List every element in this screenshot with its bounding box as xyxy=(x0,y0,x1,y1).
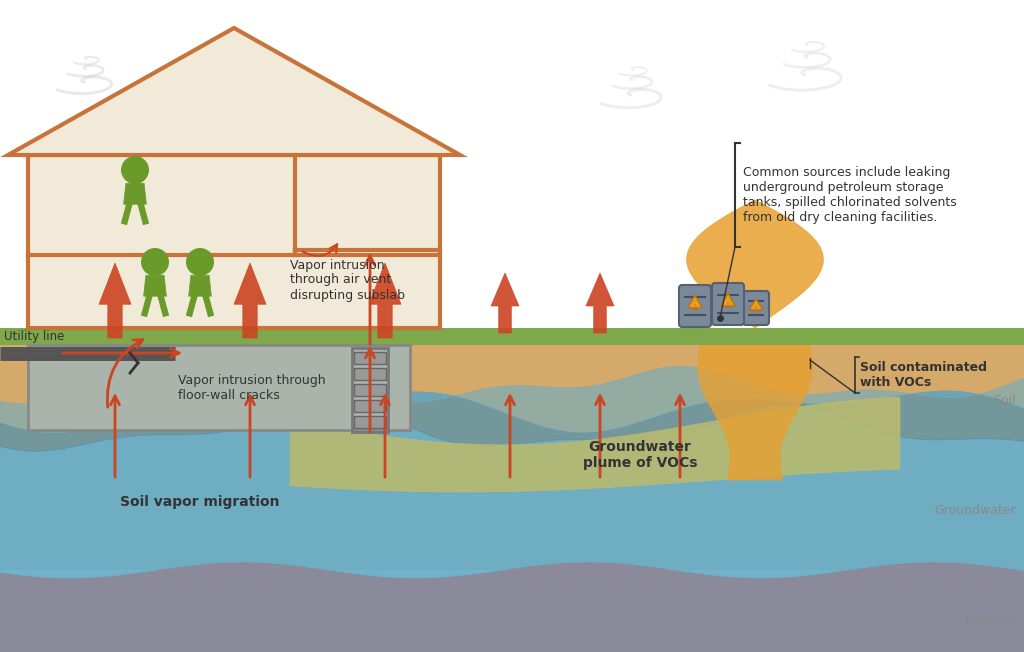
Text: Common sources include leaking
underground petroleum storage
tanks, spilled chlo: Common sources include leaking undergrou… xyxy=(743,166,956,224)
Text: △: △ xyxy=(753,304,759,314)
Circle shape xyxy=(186,248,213,275)
Circle shape xyxy=(141,248,168,275)
Polygon shape xyxy=(0,580,1024,652)
Bar xyxy=(0,0,1024,328)
Circle shape xyxy=(122,156,148,183)
Text: Soil contaminated
with VOCs: Soil contaminated with VOCs xyxy=(860,361,987,389)
Text: △: △ xyxy=(725,301,731,310)
Polygon shape xyxy=(234,263,266,338)
Polygon shape xyxy=(0,366,1024,433)
Polygon shape xyxy=(490,273,519,333)
Polygon shape xyxy=(8,28,460,155)
FancyBboxPatch shape xyxy=(679,285,711,327)
Bar xyxy=(0,328,1024,345)
Polygon shape xyxy=(369,263,401,338)
Bar xyxy=(354,400,386,412)
Polygon shape xyxy=(143,275,166,296)
Polygon shape xyxy=(0,404,1024,578)
Polygon shape xyxy=(586,273,614,333)
Bar xyxy=(28,345,410,430)
Text: Bedrock: Bedrock xyxy=(965,614,1016,627)
Polygon shape xyxy=(290,397,900,492)
Bar xyxy=(354,368,386,380)
Polygon shape xyxy=(124,183,146,204)
Bar xyxy=(352,348,388,432)
Bar xyxy=(354,352,386,364)
Polygon shape xyxy=(697,345,812,480)
Polygon shape xyxy=(721,293,735,306)
Polygon shape xyxy=(0,391,1024,451)
FancyBboxPatch shape xyxy=(712,283,744,325)
Polygon shape xyxy=(99,263,131,338)
Text: Soil: Soil xyxy=(993,394,1016,406)
Polygon shape xyxy=(188,275,211,296)
Text: △: △ xyxy=(692,303,698,312)
Bar xyxy=(354,416,386,428)
FancyBboxPatch shape xyxy=(743,291,769,325)
Polygon shape xyxy=(28,155,440,328)
Text: Soil vapor migration: Soil vapor migration xyxy=(120,495,280,509)
Bar xyxy=(0,345,1024,570)
Text: Groundwater
plume of VOCs: Groundwater plume of VOCs xyxy=(583,440,697,470)
Text: Utility line: Utility line xyxy=(4,330,65,343)
Polygon shape xyxy=(687,200,823,328)
Text: Vapor intrusion
through air vent
disrupting subslab: Vapor intrusion through air vent disrupt… xyxy=(290,258,406,301)
Polygon shape xyxy=(0,562,1024,652)
Text: Vapor intrusion through
floor-wall cracks: Vapor intrusion through floor-wall crack… xyxy=(178,374,326,402)
Bar xyxy=(354,384,386,396)
Polygon shape xyxy=(688,295,702,308)
Text: Groundwater: Groundwater xyxy=(934,503,1016,516)
Polygon shape xyxy=(749,299,763,310)
